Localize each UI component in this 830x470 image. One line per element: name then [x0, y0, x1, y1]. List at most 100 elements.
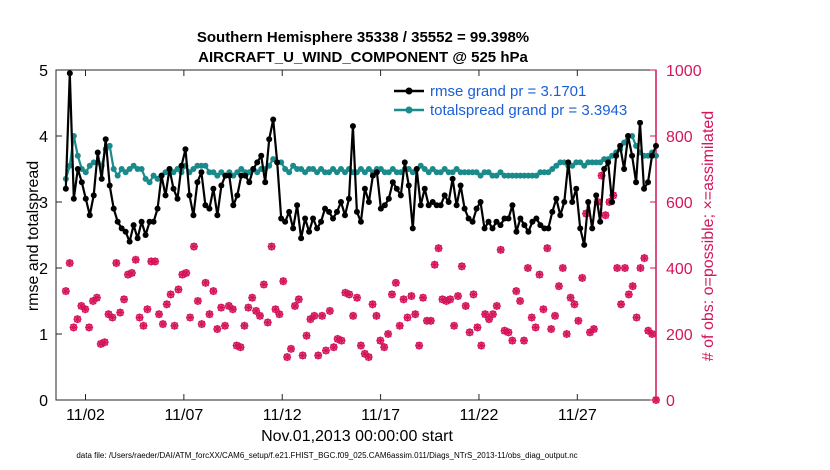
- rmse-series: [62, 70, 659, 248]
- totalspread-point: [142, 175, 149, 182]
- obs-assimilated-marker: [384, 330, 393, 338]
- rmse-point: [565, 159, 572, 166]
- obs-assimilated-marker: [228, 305, 237, 314]
- rmse-point: [553, 195, 560, 202]
- rmse-point: [373, 169, 380, 176]
- rmse-point: [337, 199, 344, 205]
- obs-assimilated-marker: [298, 351, 307, 360]
- obs-assimilated-marker: [632, 313, 641, 322]
- y2-tick-label: 800: [666, 129, 693, 146]
- totalspread-point: [86, 162, 93, 169]
- legend-rmse-label: rmse grand pr = 3.1701: [430, 83, 586, 100]
- legend-rmse-marker: [405, 87, 413, 95]
- chart-title: Southern Hemisphere 35338 / 35552 = 99.3…: [197, 29, 529, 46]
- rmse-point: [186, 192, 193, 199]
- totalspread-point: [409, 169, 416, 176]
- obs-assimilated-marker: [255, 311, 264, 320]
- rmse-point: [322, 205, 329, 212]
- obs-assimilated-marker: [450, 321, 459, 330]
- totalspread-point: [302, 169, 309, 176]
- rmse-point: [397, 192, 404, 199]
- obs-assimilated-marker: [426, 316, 435, 325]
- totalspread-point: [66, 162, 73, 169]
- rmse-point: [389, 179, 396, 186]
- rmse-point: [637, 119, 644, 126]
- totalspread-point: [210, 169, 217, 176]
- rmse-point: [601, 166, 608, 172]
- obs-assimilated-marker: [100, 338, 109, 347]
- rmse-point: [449, 175, 456, 182]
- rmse-point: [581, 241, 588, 248]
- y-axis-label: rmse and totalspread: [25, 161, 42, 311]
- totalspread-point: [533, 172, 540, 179]
- obs-assimilated-marker: [492, 301, 501, 310]
- rmse-point: [74, 166, 81, 172]
- obs-assimilated-marker: [349, 311, 358, 320]
- obs-assimilated-marker: [531, 323, 540, 332]
- obs-assimilated-marker: [376, 336, 385, 345]
- obs-assimilated-marker: [461, 301, 470, 310]
- obs-assimilated-marker: [81, 305, 90, 314]
- rmse-point: [617, 142, 624, 149]
- rmse-point: [469, 218, 476, 225]
- rmse-point: [477, 199, 484, 205]
- rmse-point: [409, 225, 416, 232]
- rmse-point: [194, 179, 201, 186]
- totalspread-point: [365, 166, 372, 172]
- totalspread-point: [238, 166, 245, 172]
- rmse-point: [94, 149, 101, 156]
- obs-assimilated-marker: [108, 313, 117, 322]
- obs-assimilated-marker: [170, 321, 179, 330]
- y-tick-label: 0: [39, 393, 48, 410]
- rmse-point: [561, 199, 568, 205]
- obs-assimilated-marker: [321, 346, 330, 355]
- rmse-point: [214, 212, 221, 219]
- rmse-point: [525, 228, 532, 235]
- obs-assimilated-marker: [411, 310, 420, 319]
- rmse-point: [425, 202, 432, 209]
- totalspread-point: [214, 172, 221, 179]
- rmse-point: [333, 208, 340, 215]
- y-axis-left: 0 1 2 3 4 5: [39, 63, 62, 410]
- rmse-point: [262, 179, 269, 186]
- totalspread-point: [126, 166, 133, 172]
- obs-assimilated-marker: [419, 293, 428, 302]
- rmse-point: [206, 205, 213, 212]
- rmse-point: [537, 222, 544, 229]
- obs-assimilated-marker: [356, 341, 365, 350]
- x-axis-label: Nov.01,2013 00:00:00 start: [261, 428, 453, 445]
- rmse-point: [533, 215, 540, 222]
- obs-assimilated-marker: [112, 259, 121, 268]
- totalspread-point: [154, 175, 161, 182]
- totalspread-point: [314, 169, 321, 176]
- y-axis-right: 0 200 400 600 800 1000: [650, 63, 702, 410]
- y2-tick-label: 200: [666, 327, 693, 344]
- rmse-point: [577, 225, 584, 232]
- obs-assimilated-marker: [527, 313, 536, 322]
- totalspread-point: [174, 166, 181, 172]
- rmse-point: [138, 218, 145, 225]
- rmse-point: [529, 218, 536, 225]
- obs-assimilated-marker: [481, 310, 490, 319]
- rmse-point: [429, 199, 436, 205]
- rmse-point: [102, 136, 109, 143]
- rmse-point: [573, 185, 580, 192]
- x-axis: 11/02 11/07 11/12 11/17 11/22 11/27: [66, 70, 597, 424]
- obs-assimilated-marker: [217, 303, 226, 312]
- x-tick-label: 11/27: [558, 407, 597, 424]
- obs-assimilated-marker: [240, 321, 249, 330]
- y2-tick-label: 0: [666, 393, 675, 410]
- rmse-point: [326, 208, 333, 215]
- rmse-point: [393, 185, 400, 192]
- obs-assimilated-marker: [283, 353, 292, 362]
- totalspread-point: [485, 169, 492, 176]
- obs-assimilated-marker: [73, 315, 82, 324]
- obs-assimilated-marker: [155, 310, 164, 319]
- rmse-point: [302, 215, 309, 222]
- obs-assimilated-marker: [407, 292, 416, 301]
- obs-assimilated-marker: [85, 323, 94, 332]
- rmse-point: [126, 238, 133, 245]
- obs-assimilated-marker: [535, 270, 544, 279]
- rmse-point: [445, 199, 452, 205]
- rmse-point: [182, 146, 189, 153]
